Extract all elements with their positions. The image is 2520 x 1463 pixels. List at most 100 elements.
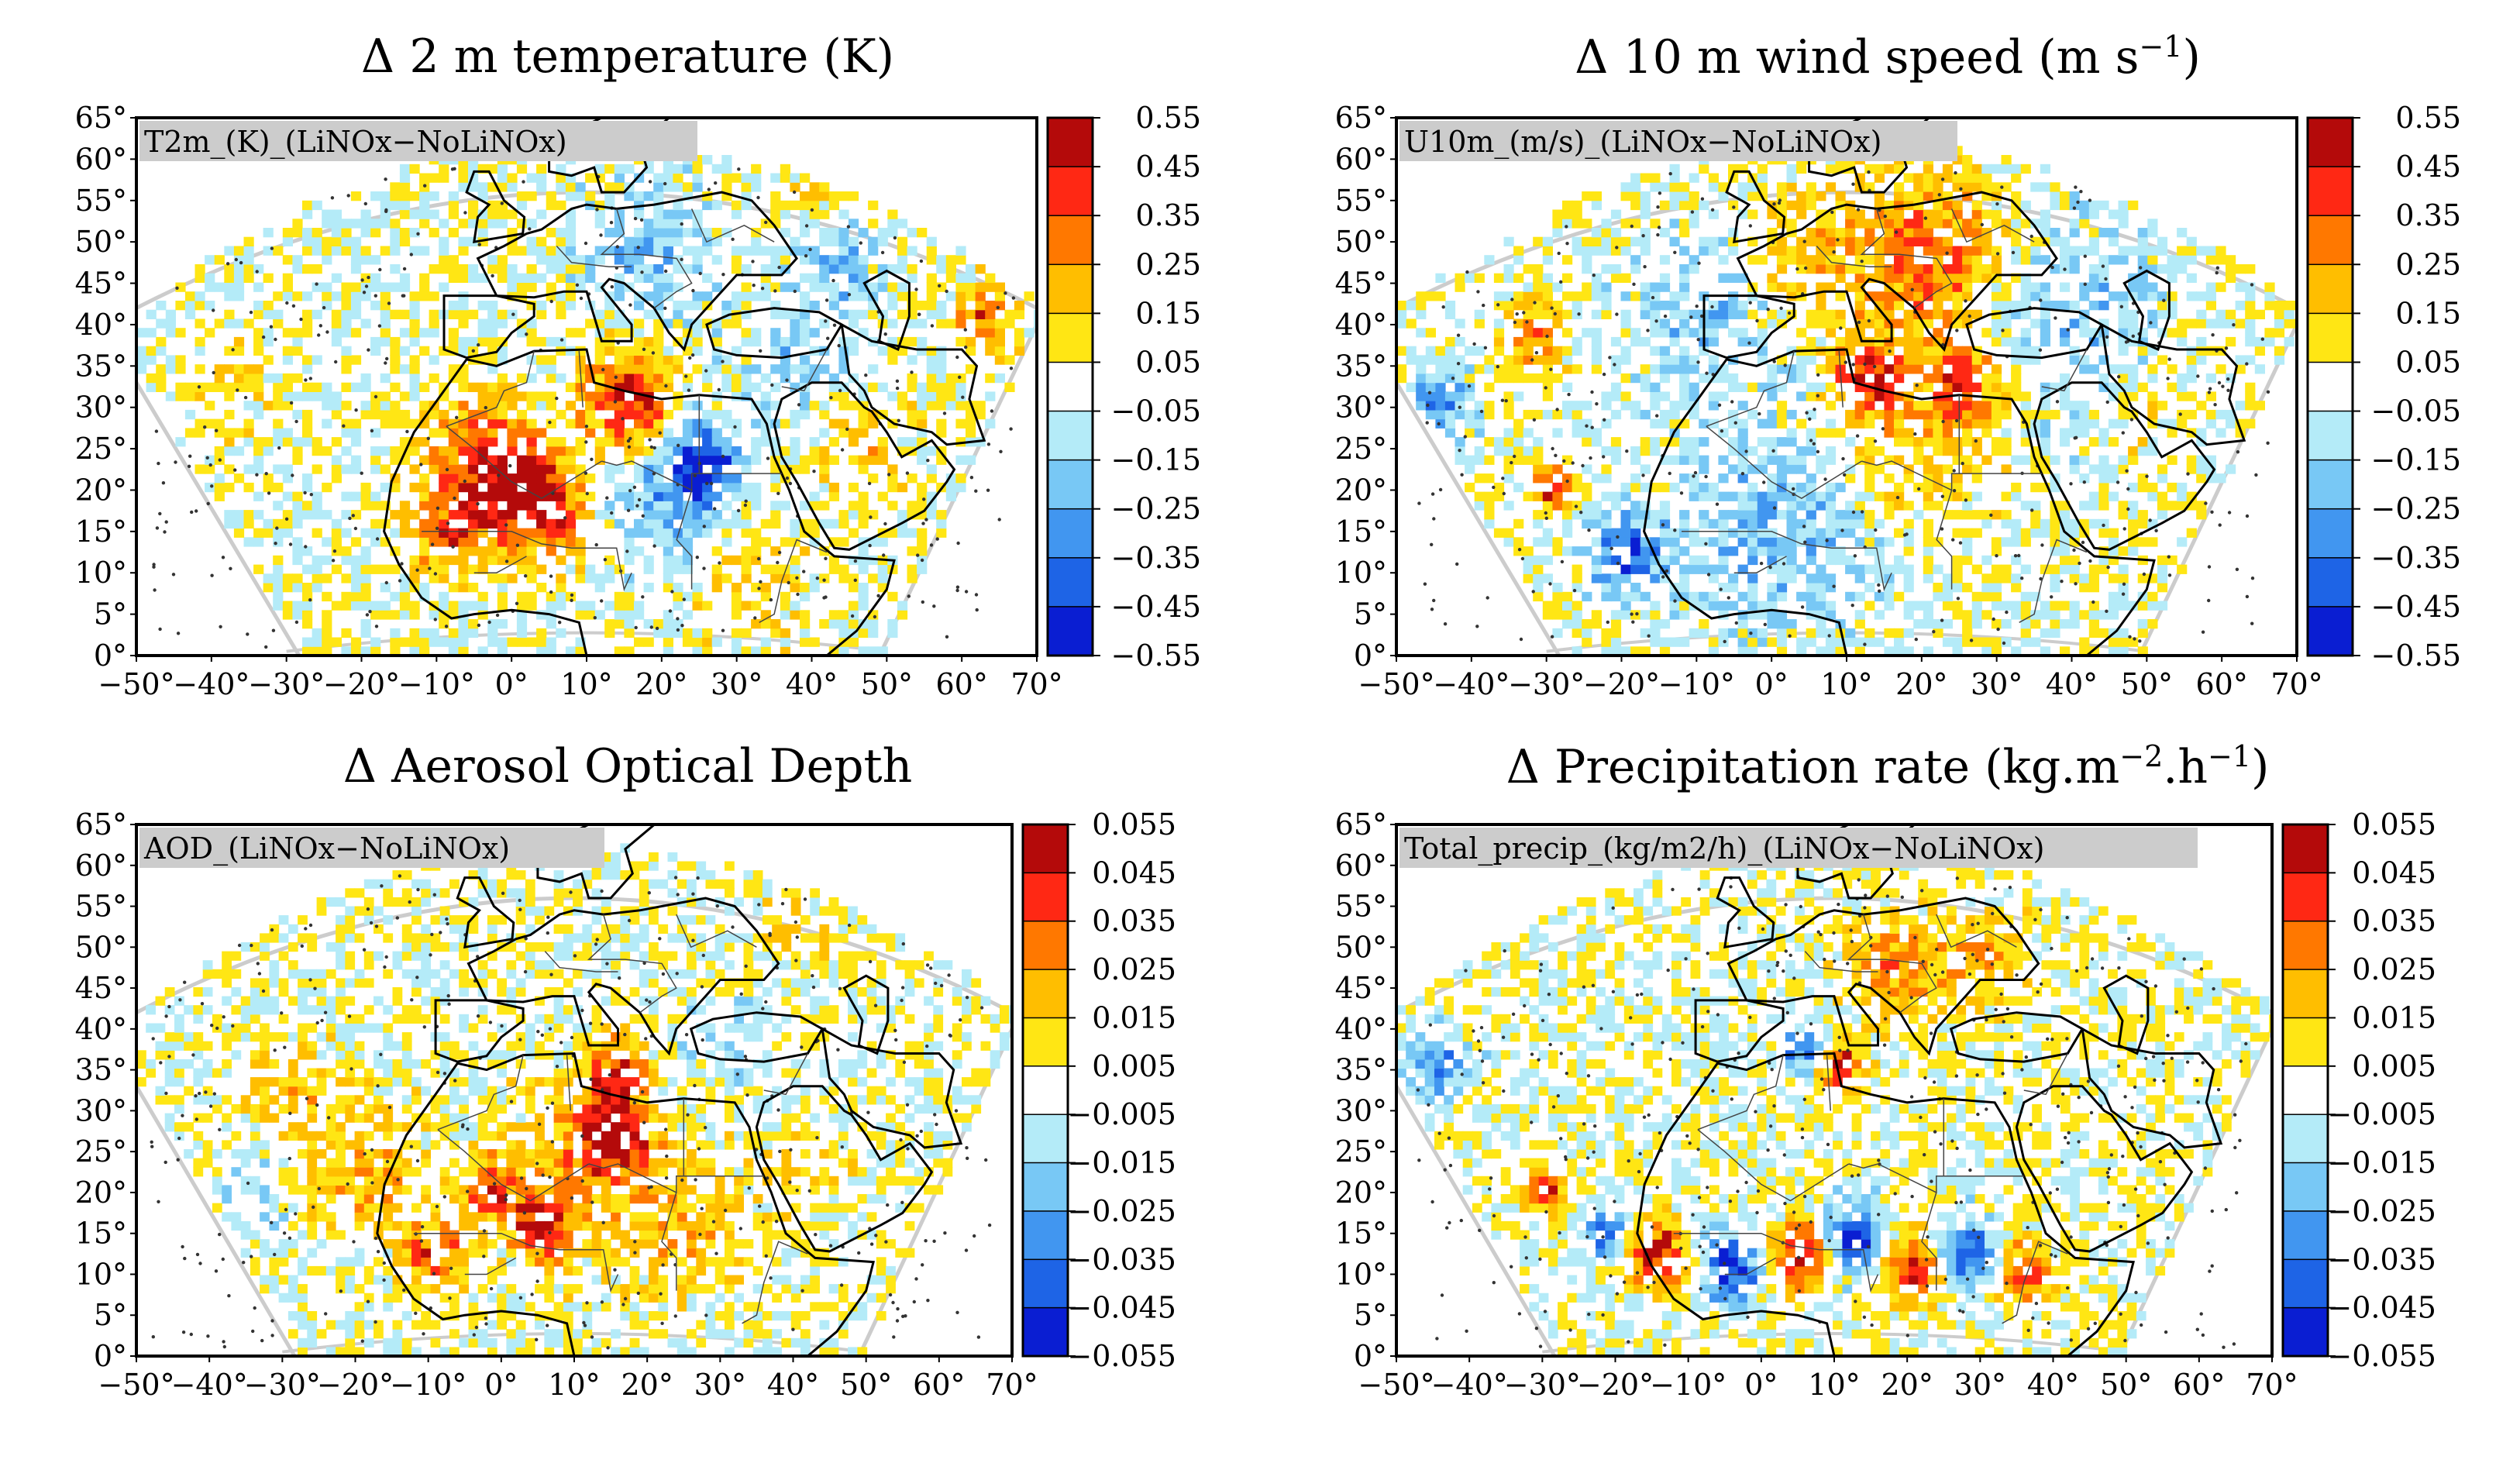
anomaly-cell [2020, 391, 2031, 401]
anomaly-cell [760, 583, 771, 593]
anomaly-cell [1923, 291, 1933, 301]
anomaly-cell [233, 346, 245, 356]
anomaly-cell [731, 291, 742, 301]
anomaly-cell [1513, 437, 1524, 447]
anomaly-cell [1884, 236, 1895, 246]
anomaly-cell [1884, 601, 1895, 611]
anomaly-cell [468, 528, 479, 538]
anomaly-cell [1942, 219, 1954, 229]
anomaly-cell [322, 573, 332, 583]
anomaly-cell [1024, 328, 1035, 338]
anomaly-cell [828, 373, 839, 384]
anomaly-cell [2011, 246, 2022, 256]
anomaly-cell [1796, 328, 1807, 338]
anomaly-cell [477, 382, 488, 392]
significance-dot [668, 609, 673, 613]
anomaly-cell [2118, 601, 2129, 611]
anomaly-cell [868, 446, 879, 456]
significance-dot [365, 613, 370, 617]
significance-dot [384, 580, 388, 585]
anomaly-cell [926, 391, 937, 401]
anomaly-cell [1444, 401, 1456, 411]
anomaly-cell [1942, 437, 1954, 447]
anomaly-cell [1942, 264, 1954, 274]
anomaly-cell [507, 428, 518, 438]
anomaly-cell [1923, 482, 1933, 493]
anomaly-cell [575, 255, 586, 265]
anomaly-cell [1962, 264, 1973, 274]
anomaly-cell [1669, 591, 1680, 602]
anomaly-cell [711, 355, 722, 365]
anomaly-cell [624, 264, 635, 274]
anomaly-cell [341, 318, 352, 329]
significance-dot [759, 580, 763, 583]
anomaly-cell [575, 482, 586, 493]
anomaly-cell [2040, 219, 2050, 229]
anomaly-cell [711, 255, 722, 265]
anomaly-cell [1650, 401, 1661, 411]
anomaly-cell [1933, 446, 1943, 456]
significance-dot [808, 247, 812, 252]
anomaly-cell [429, 555, 439, 566]
anomaly-cell [1747, 537, 1758, 547]
anomaly-cell [673, 591, 683, 602]
anomaly-cell [516, 164, 528, 174]
anomaly-cell [1718, 564, 1729, 574]
anomaly-cell [1952, 564, 1963, 574]
anomaly-cell [253, 409, 264, 420]
anomaly-cell [516, 546, 528, 556]
anomaly-cell [819, 191, 830, 201]
anomaly-cell [399, 637, 411, 647]
anomaly-cell [634, 273, 645, 283]
significance-dot [274, 337, 277, 342]
anomaly-cell [2118, 219, 2129, 229]
significance-dot [907, 594, 911, 598]
anomaly-cell [448, 228, 459, 238]
anomaly-cell [994, 282, 1005, 292]
anomaly-cell [663, 219, 673, 229]
anomaly-cell [2137, 537, 2148, 547]
anomaly-cell [439, 564, 449, 574]
significance-dot [633, 216, 638, 221]
anomaly-cell [2196, 464, 2207, 474]
anomaly-cell [653, 246, 664, 256]
anomaly-cell [468, 501, 479, 511]
significance-dot [626, 508, 631, 512]
anomaly-cell [536, 510, 547, 520]
anomaly-cell [468, 601, 479, 611]
anomaly-cell [1923, 273, 1933, 283]
significance-dot [225, 262, 230, 266]
anomaly-cell [516, 564, 528, 574]
anomaly-cell [1952, 610, 1963, 620]
anomaly-cell [2020, 255, 2031, 265]
anomaly-cell [1679, 291, 1690, 301]
anomaly-cell [858, 273, 869, 283]
country-border [446, 350, 535, 427]
anomaly-cell [1582, 418, 1592, 429]
anomaly-cell [1669, 364, 1680, 374]
anomaly-cell [390, 219, 401, 229]
anomaly-cell [1767, 601, 1778, 611]
anomaly-cell [1601, 301, 1612, 311]
anomaly-cell [692, 264, 703, 274]
anomaly-cell [594, 610, 605, 620]
anomaly-cell [2274, 301, 2285, 311]
anomaly-cell [526, 446, 537, 456]
anomaly-cell [516, 501, 528, 511]
anomaly-cell [1728, 246, 1739, 256]
anomaly-cell [711, 437, 722, 447]
anomaly-cell [1679, 228, 1690, 238]
anomaly-cell [2069, 464, 2080, 474]
anomaly-cell [926, 255, 937, 265]
anomaly-cell [1572, 236, 1582, 246]
x-tick-label: −30° [248, 667, 325, 701]
significance-dot [942, 411, 947, 415]
significance-dot [175, 286, 179, 290]
anomaly-cell [409, 291, 420, 301]
anomaly-cell [322, 610, 332, 620]
anomaly-cell [312, 200, 322, 211]
anomaly-cell [1913, 437, 1924, 447]
anomaly-cell [1572, 628, 1582, 639]
anomaly-cell [1903, 501, 1914, 511]
anomaly-cell [2069, 455, 2080, 465]
